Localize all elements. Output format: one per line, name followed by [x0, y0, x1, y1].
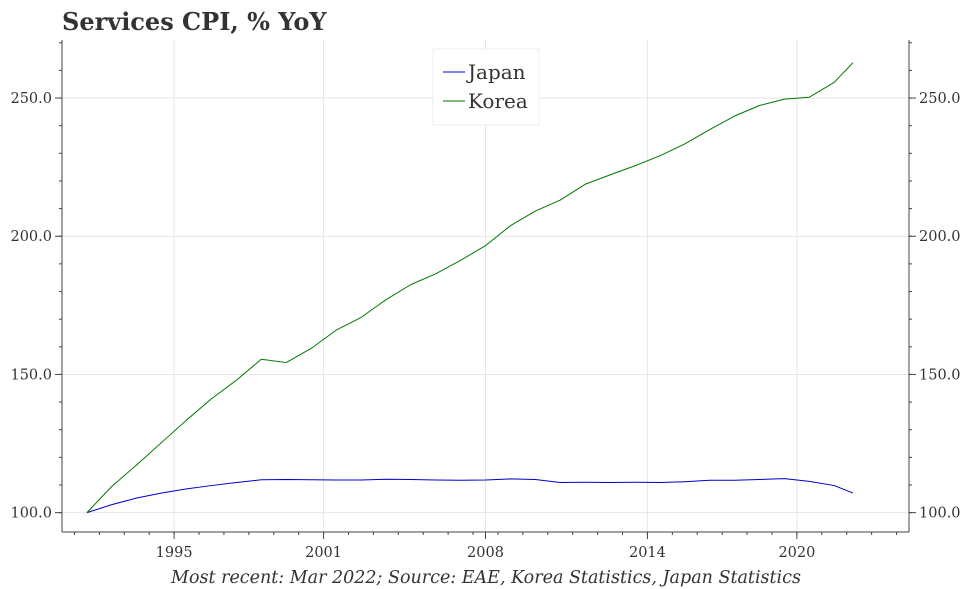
chart-title: Services CPI, % YoY — [62, 7, 327, 36]
series-lines — [86, 62, 854, 514]
y-tick-label-left: 150.0 — [10, 367, 52, 383]
legend-box — [432, 48, 540, 126]
y-tick-label-right: 250.0 — [919, 91, 961, 107]
x-tick-label: 2001 — [305, 545, 342, 561]
x-tick-label: 1995 — [156, 545, 193, 561]
y-tick-label-right: 150.0 — [919, 367, 961, 383]
x-tick-label: 2014 — [629, 545, 666, 561]
x-tick-label: 2008 — [467, 545, 504, 561]
legend-label-japan: Japan — [466, 60, 526, 84]
y-tick-label-right: 200.0 — [919, 229, 961, 245]
y-tick-label-left: 200.0 — [10, 229, 52, 245]
series-line-korea — [86, 62, 854, 513]
x-tick-label: 2020 — [778, 545, 815, 561]
legend-label-korea: Korea — [468, 89, 528, 113]
y-tick-label-left: 250.0 — [10, 91, 52, 107]
source-note: Most recent: Mar 2022; Source: EAE, Kore… — [170, 568, 801, 588]
y-tick-label-right: 100.0 — [919, 506, 961, 522]
y-tick-label-left: 100.0 — [10, 506, 52, 522]
series-line-japan — [86, 478, 854, 514]
axes: 1995 2001 2008 2014 2020 100.0 100.0 150.0 150.0… — [10, 40, 961, 561]
legend: Japan Korea — [432, 48, 540, 126]
